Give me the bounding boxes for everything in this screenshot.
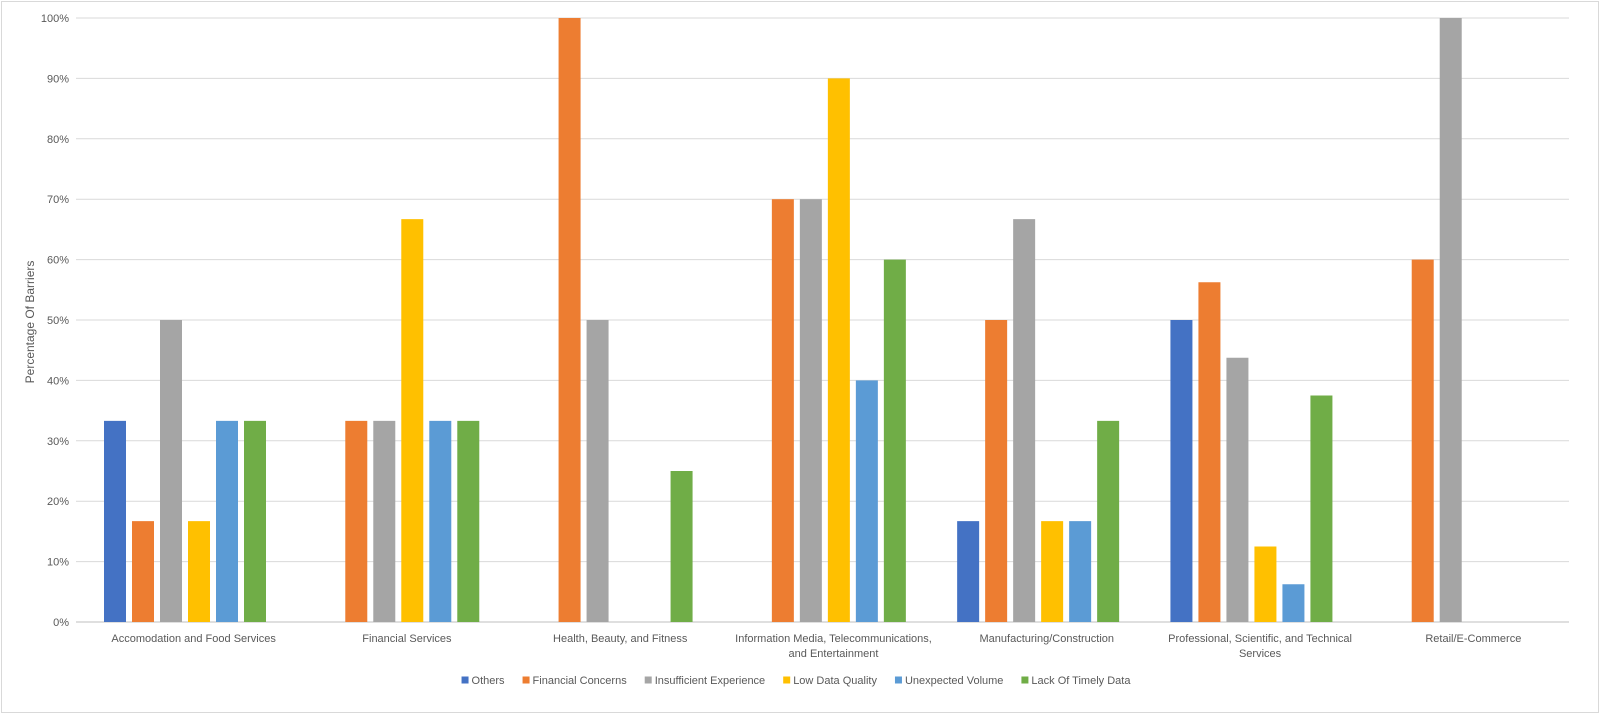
y-tick-label: 10% — [47, 557, 69, 569]
bar-financial-concerns — [132, 521, 154, 622]
axes: 0% 10% 20% 30% 40% 50% 60% 70% 80% 90% 100% Accomod… — [41, 13, 1521, 660]
bar-low-data-quality — [827, 78, 850, 622]
legend-label: Others — [472, 675, 506, 687]
x-category-label: Professional, Scientific, and Technical S… — [1168, 633, 1352, 660]
bar-unexpected-volume — [1282, 584, 1305, 622]
bar-financial-concerns — [1198, 282, 1221, 622]
bar-others — [104, 420, 126, 622]
x-category-label: Information Media, Telecommunications, an… — [735, 633, 932, 660]
bar-financial-concerns — [771, 199, 794, 622]
legend-swatch — [522, 676, 530, 684]
x-category-label: Manufacturing/Construction — [980, 633, 1115, 645]
bar-lack-of-timely-data — [457, 420, 480, 622]
bar-lack-of-timely-data — [1097, 420, 1120, 622]
bar-insufficient-experience — [1226, 357, 1249, 622]
bar-insufficient-experience — [160, 320, 182, 622]
y-tick-label: 40% — [47, 375, 69, 387]
y-tick-label: 100% — [41, 13, 69, 25]
legend-label: Insufficient Experience — [655, 675, 765, 687]
legend: Others Financial Concerns Insufficient Exp… — [461, 675, 1131, 687]
y-axis-title: Percentage Of Barriers — [23, 261, 37, 384]
bar-financial-concerns — [345, 420, 368, 622]
legend-label: Financial Concerns — [533, 675, 628, 687]
bar-others — [1170, 320, 1193, 622]
legend-swatch — [783, 676, 791, 684]
bar-unexpected-volume — [216, 420, 238, 622]
legend-label: Lack Of Timely Data — [1031, 675, 1131, 687]
bar-low-data-quality — [1254, 546, 1277, 622]
y-tick-label: 90% — [47, 73, 69, 85]
bar-lack-of-timely-data — [670, 471, 693, 622]
x-category-label: Health, Beauty, and Fitness — [553, 633, 688, 645]
bar-insufficient-experience — [799, 199, 822, 622]
legend-swatch — [1021, 676, 1029, 684]
bar-unexpected-volume — [1069, 521, 1092, 622]
bar-lack-of-timely-data — [244, 420, 266, 622]
y-tick-label: 60% — [47, 255, 69, 267]
bar-low-data-quality — [1041, 521, 1064, 622]
bar-lack-of-timely-data — [883, 259, 906, 622]
bar-others — [957, 521, 980, 622]
bar-unexpected-volume — [429, 420, 452, 622]
bar-insufficient-experience — [373, 420, 396, 622]
y-tick-label: 30% — [47, 436, 69, 448]
bar-insufficient-experience — [1013, 219, 1036, 622]
bar-low-data-quality — [188, 521, 210, 622]
y-tick-label: 70% — [47, 194, 69, 206]
x-category-label: Retail/E-Commerce — [1425, 633, 1521, 645]
x-category-label: Accomodation and Food Services — [111, 633, 276, 645]
bars — [104, 18, 1462, 622]
y-tick-label: 0% — [53, 617, 69, 629]
bar-lack-of-timely-data — [1310, 395, 1333, 622]
bar-financial-concerns — [985, 320, 1008, 622]
legend-label: Unexpected Volume — [905, 675, 1003, 687]
gridlines — [76, 17, 1569, 623]
y-tick-label: 20% — [47, 496, 69, 508]
y-tick-label: 50% — [47, 315, 69, 327]
y-tick-label: 80% — [47, 134, 69, 146]
x-category-label: Financial Services — [362, 633, 452, 645]
legend-swatch — [461, 676, 469, 684]
bar-unexpected-volume — [855, 380, 878, 622]
bar-insufficient-experience — [1439, 18, 1462, 622]
bar-insufficient-experience — [586, 320, 609, 622]
legend-label: Low Data Quality — [793, 675, 877, 687]
legend-swatch — [644, 676, 652, 684]
bar-financial-concerns — [1411, 259, 1434, 622]
bar-low-data-quality — [401, 219, 424, 622]
legend-swatch — [894, 676, 902, 684]
bar-financial-concerns — [558, 18, 581, 622]
